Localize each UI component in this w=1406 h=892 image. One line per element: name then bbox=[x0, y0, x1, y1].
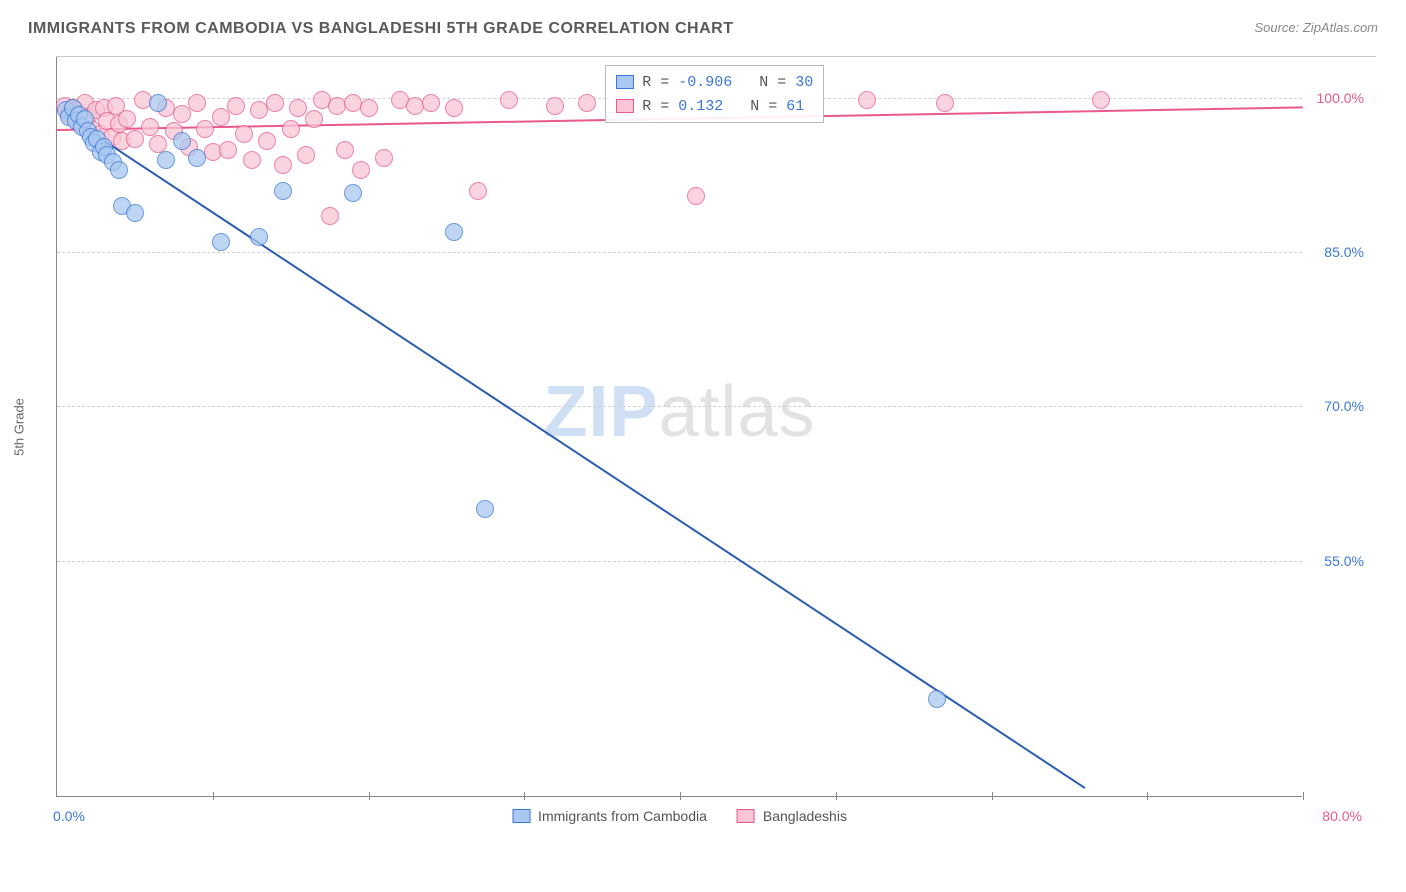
data-point bbox=[336, 141, 354, 159]
data-point bbox=[928, 690, 946, 708]
data-point bbox=[858, 91, 876, 109]
data-point bbox=[1092, 91, 1110, 109]
data-point bbox=[297, 146, 315, 164]
legend-label: Bangladeshis bbox=[763, 808, 847, 824]
data-point bbox=[141, 118, 159, 136]
trend-line bbox=[64, 114, 1085, 789]
y-tick-label: 100.0% bbox=[1317, 90, 1364, 106]
data-point bbox=[360, 99, 378, 117]
series-legend-item: Immigrants from Cambodia bbox=[512, 808, 707, 824]
series-legend-item: Bangladeshis bbox=[737, 808, 847, 824]
legend-swatch bbox=[512, 809, 530, 823]
data-point bbox=[936, 94, 954, 112]
data-point bbox=[173, 132, 191, 150]
data-point bbox=[212, 233, 230, 251]
legend-row: R = -0.906 N = 30 bbox=[616, 70, 813, 94]
data-point bbox=[344, 184, 362, 202]
data-point bbox=[687, 187, 705, 205]
data-point bbox=[227, 97, 245, 115]
x-min-label: 0.0% bbox=[53, 808, 85, 824]
x-tick bbox=[1147, 792, 1148, 800]
data-point bbox=[274, 182, 292, 200]
data-point bbox=[500, 91, 518, 109]
gridline-h bbox=[57, 561, 1302, 562]
data-point bbox=[469, 182, 487, 200]
legend-label: Immigrants from Cambodia bbox=[538, 808, 707, 824]
x-tick bbox=[992, 792, 993, 800]
data-point bbox=[258, 132, 276, 150]
chart-title: IMMIGRANTS FROM CAMBODIA VS BANGLADESHI … bbox=[28, 20, 733, 37]
x-max-label: 80.0% bbox=[1322, 808, 1362, 824]
data-point bbox=[118, 110, 136, 128]
watermark: ZIPatlas bbox=[543, 371, 815, 453]
data-point bbox=[126, 204, 144, 222]
data-point bbox=[188, 149, 206, 167]
data-point bbox=[321, 207, 339, 225]
data-point bbox=[305, 110, 323, 128]
data-point bbox=[352, 161, 370, 179]
data-point bbox=[173, 105, 191, 123]
series-legend: Immigrants from Cambodia Bangladeshis bbox=[512, 808, 847, 824]
data-point bbox=[157, 151, 175, 169]
data-point bbox=[282, 120, 300, 138]
data-point bbox=[212, 108, 230, 126]
data-point bbox=[274, 156, 292, 174]
x-tick bbox=[680, 792, 681, 800]
data-point bbox=[188, 94, 206, 112]
correlation-legend: R = -0.906 N = 30 R = 0.132 N = 61 bbox=[605, 65, 824, 123]
legend-swatch bbox=[616, 75, 634, 89]
data-point bbox=[476, 500, 494, 518]
y-tick-label: 55.0% bbox=[1324, 553, 1364, 569]
y-tick-label: 70.0% bbox=[1324, 398, 1364, 414]
data-point bbox=[149, 94, 167, 112]
legend-text: R = 0.132 N = 61 bbox=[642, 98, 804, 115]
data-point bbox=[422, 94, 440, 112]
gridline-h bbox=[57, 406, 1302, 407]
data-point bbox=[445, 99, 463, 117]
data-point bbox=[578, 94, 596, 112]
legend-swatch bbox=[616, 99, 634, 113]
data-point bbox=[546, 97, 564, 115]
plot-container: 5th Grade ZIPatlas 100.0%85.0%70.0%55.0%… bbox=[56, 56, 1376, 836]
data-point bbox=[243, 151, 261, 169]
legend-row: R = 0.132 N = 61 bbox=[616, 94, 813, 118]
data-point bbox=[266, 94, 284, 112]
data-point bbox=[235, 125, 253, 143]
data-point bbox=[375, 149, 393, 167]
y-axis-label: 5th Grade bbox=[12, 398, 27, 456]
x-tick bbox=[1303, 792, 1304, 800]
legend-swatch bbox=[737, 809, 755, 823]
source-label: Source: ZipAtlas.com bbox=[1254, 20, 1378, 35]
x-tick bbox=[213, 792, 214, 800]
title-bar: IMMIGRANTS FROM CAMBODIA VS BANGLADESHI … bbox=[28, 20, 1378, 44]
legend-text: R = -0.906 N = 30 bbox=[642, 74, 813, 91]
y-tick-label: 85.0% bbox=[1324, 244, 1364, 260]
data-point bbox=[126, 130, 144, 148]
data-point bbox=[219, 141, 237, 159]
plot-area: 5th Grade ZIPatlas 100.0%85.0%70.0%55.0%… bbox=[56, 57, 1302, 797]
x-tick bbox=[836, 792, 837, 800]
data-point bbox=[250, 228, 268, 246]
gridline-h bbox=[57, 252, 1302, 253]
data-point bbox=[445, 223, 463, 241]
data-point bbox=[196, 120, 214, 138]
x-tick bbox=[369, 792, 370, 800]
x-tick bbox=[524, 792, 525, 800]
data-point bbox=[110, 161, 128, 179]
